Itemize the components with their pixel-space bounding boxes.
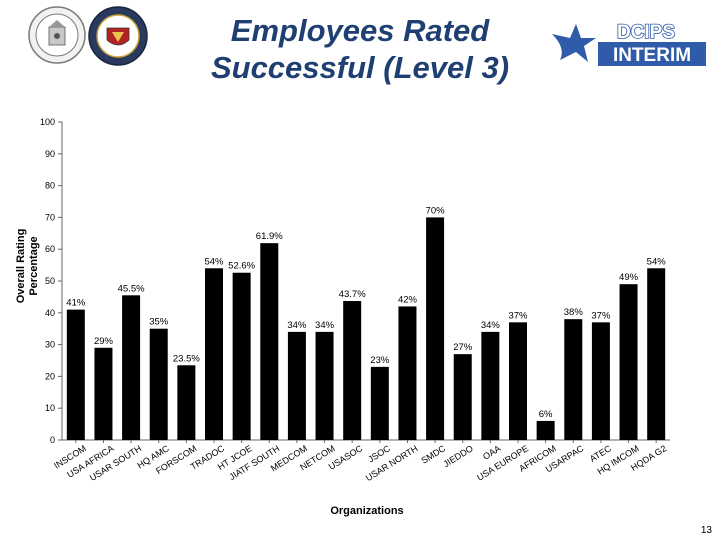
y-tick-label: 30 xyxy=(45,340,55,350)
bar-value-label: 34% xyxy=(315,320,335,331)
army-seal-icon xyxy=(28,6,86,64)
bar-value-label: 49% xyxy=(619,272,639,283)
bar xyxy=(315,331,334,440)
bar-value-label: 42% xyxy=(398,294,418,305)
bar-value-label: 6% xyxy=(539,409,553,420)
bar xyxy=(481,331,500,440)
bar xyxy=(619,284,638,440)
bar-value-label: 37% xyxy=(591,310,611,321)
bar xyxy=(287,331,306,440)
title-line-2: Successful (Level 3) xyxy=(210,50,510,85)
y-tick-label: 20 xyxy=(45,371,55,381)
bar-value-label: 34% xyxy=(481,320,501,331)
bar xyxy=(343,301,362,440)
bar xyxy=(426,217,445,440)
bar-value-label: 45.5% xyxy=(118,283,145,294)
bar-value-label: 54% xyxy=(647,256,667,267)
star-swoosh-icon xyxy=(552,24,596,62)
bar xyxy=(536,420,555,440)
x-category-label: JIEDDO xyxy=(442,443,475,469)
y-tick-label: 60 xyxy=(45,244,55,254)
y-tick-label: 100 xyxy=(40,117,55,127)
logo-bottom-text: INTERIM xyxy=(613,45,691,66)
bar-value-label: 27% xyxy=(453,342,473,353)
bar-value-label: 23% xyxy=(370,355,390,366)
y-tick-label: 50 xyxy=(45,276,55,286)
x-axis-title: Organizations xyxy=(330,505,403,517)
y-axis-title-line-1: Overall Rating xyxy=(15,229,27,304)
bar-value-label: 23.5% xyxy=(173,353,200,364)
bar xyxy=(260,243,279,440)
bar-value-label: 54% xyxy=(204,256,224,267)
logo-top-text: DCIPS xyxy=(617,22,675,43)
bar-value-label: 29% xyxy=(94,336,114,347)
bar xyxy=(205,268,223,440)
bar-value-label: 35% xyxy=(149,317,169,328)
bar xyxy=(94,347,113,440)
bar-value-label: 52.6% xyxy=(228,261,255,272)
bar xyxy=(122,295,141,440)
bar-value-label: 43.7% xyxy=(339,289,366,300)
bar xyxy=(564,319,583,440)
bar xyxy=(370,366,389,440)
bar xyxy=(591,322,610,440)
bar xyxy=(232,272,251,440)
y-tick-label: 70 xyxy=(45,212,55,222)
bar xyxy=(509,322,527,440)
bar xyxy=(453,354,472,440)
bar xyxy=(398,306,417,440)
intelligence-seal-icon xyxy=(88,6,148,66)
bar xyxy=(647,268,666,440)
bar-value-label: 41% xyxy=(66,298,86,309)
y-tick-label: 90 xyxy=(45,149,55,159)
dcips-interim-logo: DCIPS INTERIM xyxy=(552,21,706,66)
y-tick-label: 10 xyxy=(45,403,55,413)
bar-value-label: 70% xyxy=(426,205,446,216)
bar-value-label: 38% xyxy=(564,307,584,318)
y-tick-label: 80 xyxy=(45,181,55,191)
bar-value-label: 61.9% xyxy=(256,231,283,242)
bar-value-label: 37% xyxy=(508,310,528,321)
page-number: 13 xyxy=(700,525,712,536)
bar xyxy=(149,328,168,440)
y-tick-label: 0 xyxy=(50,435,55,445)
y-axis-title-line-2: Percentage xyxy=(28,236,40,295)
bar xyxy=(177,365,196,440)
bar xyxy=(66,309,85,440)
page-title: Employees Rated Successful (Level 3) xyxy=(150,12,570,86)
bar-value-label: 34% xyxy=(287,320,307,331)
y-tick-label: 40 xyxy=(45,308,55,318)
title-line-1: Employees Rated xyxy=(230,13,490,48)
